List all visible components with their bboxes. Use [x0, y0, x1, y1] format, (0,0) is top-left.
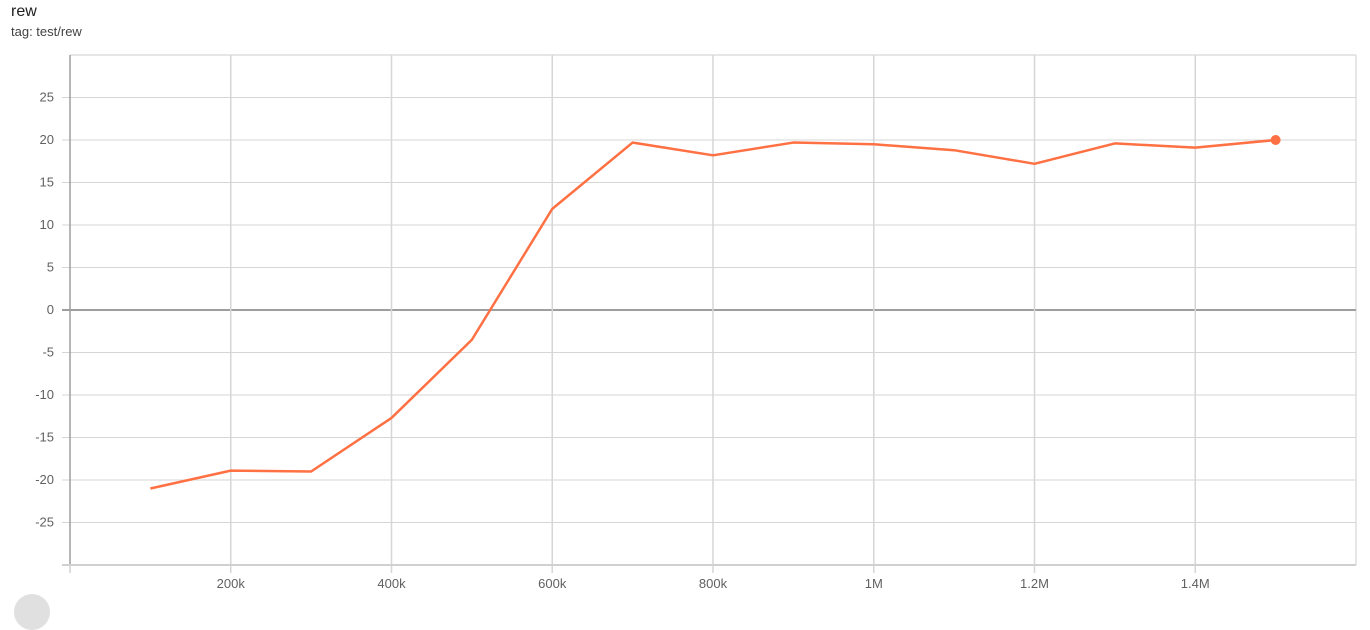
x-tick-label: 1.2M	[1020, 576, 1049, 591]
y-tick-label: 5	[47, 260, 54, 275]
y-tick-label: -20	[35, 472, 54, 487]
series-line	[150, 138, 1276, 490]
x-tick-label: 1M	[865, 576, 883, 591]
y-tick-label: 15	[40, 175, 54, 190]
chart-tag: tag: test/rew	[11, 24, 82, 39]
last-point-marker	[1270, 135, 1281, 145]
x-tick-label: 200k	[217, 576, 246, 591]
x-tick-label: 400k	[377, 576, 406, 591]
x-tick-label: 600k	[538, 576, 567, 591]
y-tick-label: -5	[42, 345, 54, 360]
y-tick-label: 25	[40, 90, 54, 105]
line-chart: -25 -20 -15 -10 -5 0 5 10 15 20 25 200k 400k 600k 800k…	[35, 54, 1357, 591]
y-tick-label: 20	[40, 132, 54, 147]
y-tick-label: 10	[40, 217, 54, 232]
y-tick-label: 0	[47, 302, 54, 317]
expand-button[interactable]	[14, 594, 50, 630]
chart-title: rew	[11, 3, 37, 20]
x-tick-label: 1.4M	[1181, 576, 1210, 591]
y-tick-label: -10	[35, 387, 54, 402]
x-tick-label: 800k	[699, 576, 728, 591]
y-tick-label: -25	[35, 515, 54, 530]
y-tick-label: -15	[35, 430, 54, 445]
